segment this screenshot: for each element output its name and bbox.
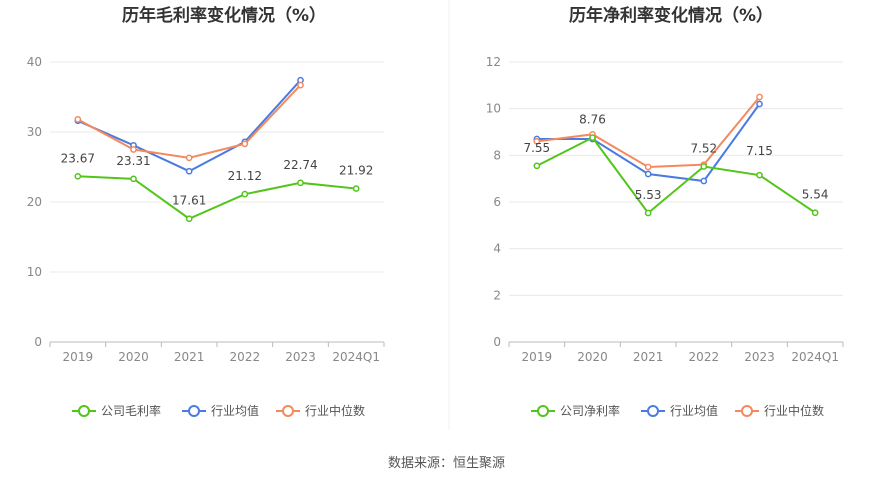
legend-marker	[647, 405, 659, 417]
data-label: 21.92	[339, 164, 373, 178]
data-label: 8.76	[579, 113, 606, 127]
gross-margin-chart: 历年毛利率变化情况（%） 0 10 20 30 40 2019 2020 2021 2022 20…	[27, 5, 385, 418]
legend-marker	[282, 405, 294, 417]
data-point-industry-median	[185, 154, 193, 162]
x-tick-label: 2021	[174, 350, 205, 364]
y-tick-label: 2	[493, 288, 501, 302]
data-label: 5.54	[802, 188, 829, 202]
x-tick-label: 2024Q1	[791, 350, 839, 364]
data-point-company	[644, 209, 652, 217]
legend-marker	[741, 405, 753, 417]
data-label: 22.74	[283, 158, 317, 172]
legend-label: 行业均值	[670, 403, 718, 418]
data-point-industry-median	[74, 116, 82, 123]
legend-label: 公司净利率	[560, 403, 620, 418]
data-point-industry-median	[644, 163, 652, 171]
data-point-industry-median	[533, 137, 541, 145]
y-tick-label: 0	[493, 335, 501, 349]
chart-title: 历年净利率变化情况（%）	[569, 5, 773, 26]
data-point-company	[533, 162, 541, 170]
data-point-company	[241, 190, 249, 198]
y-tick-label: 12	[486, 55, 501, 69]
legend-label: 行业中位数	[305, 403, 365, 418]
data-label: 17.61	[172, 194, 206, 208]
net-margin-chart: 历年净利率变化情况（%） 0 2 4 6 8 10 12 2019 2020 2021 2022 20…	[486, 5, 844, 418]
y-tick-label: 30	[27, 125, 42, 139]
data-point-company	[811, 209, 819, 217]
y-tick-label: 0	[34, 335, 42, 349]
data-point-industry-avg	[700, 177, 708, 185]
data-label: 7.55	[523, 141, 550, 155]
data-point-company	[756, 171, 763, 179]
data-point-company	[297, 179, 304, 187]
data-point-industry-median	[130, 146, 137, 153]
y-tick-label: 8	[493, 148, 501, 162]
data-point-industry-median	[297, 81, 304, 89]
data-label: 23.67	[61, 151, 95, 165]
data-point-company	[130, 175, 137, 183]
legend-marker	[78, 405, 90, 417]
legend-marker	[188, 405, 200, 417]
legend-label: 公司毛利率	[101, 403, 161, 418]
x-tick-label: 2022	[230, 350, 261, 364]
x-tick-label: 2022	[689, 350, 720, 364]
series-line-industry-median	[536, 96, 761, 169]
y-tick-label: 4	[493, 242, 501, 256]
x-tick-label: 2020	[577, 350, 608, 364]
x-tick-label: 2023	[285, 350, 316, 364]
data-point-company	[352, 185, 360, 192]
data-point-industry-avg	[756, 100, 763, 108]
y-tick-label: 20	[27, 195, 42, 209]
y-tick-label: 10	[27, 265, 42, 279]
data-source-note: 数据来源：恒生聚源	[387, 456, 505, 471]
legend-label: 行业均值	[211, 403, 259, 418]
y-tick-label: 40	[27, 55, 42, 69]
x-tick-label: 2020	[118, 350, 149, 364]
data-label: 23.31	[116, 154, 150, 168]
y-tick-label: 10	[486, 102, 501, 116]
x-tick-label: 2024Q1	[332, 350, 380, 364]
data-label: 7.15	[746, 144, 773, 158]
chart-title: 历年毛利率变化情况（%）	[122, 5, 326, 26]
x-tick-label: 2021	[633, 350, 664, 364]
series-line-industry-median	[77, 84, 302, 159]
data-point-industry-median	[241, 140, 249, 148]
data-point-industry-median	[756, 93, 763, 101]
data-point-company	[74, 172, 82, 180]
series-line-company	[77, 175, 357, 220]
data-point-company	[700, 163, 708, 170]
data-point-company	[589, 134, 596, 141]
y-tick-label: 6	[493, 195, 501, 209]
series-line-company	[536, 136, 816, 215]
x-tick-label: 2023	[744, 350, 775, 364]
legend-marker	[537, 405, 549, 417]
data-point-company	[185, 215, 193, 223]
x-tick-label: 2019	[522, 350, 553, 364]
data-label: 5.53	[635, 188, 662, 202]
data-label: 21.12	[228, 169, 262, 183]
data-label: 7.52	[690, 142, 717, 156]
data-point-industry-avg	[644, 170, 652, 178]
x-tick-label: 2019	[63, 350, 94, 364]
legend-label: 行业中位数	[764, 403, 824, 418]
data-point-industry-avg	[185, 167, 193, 175]
